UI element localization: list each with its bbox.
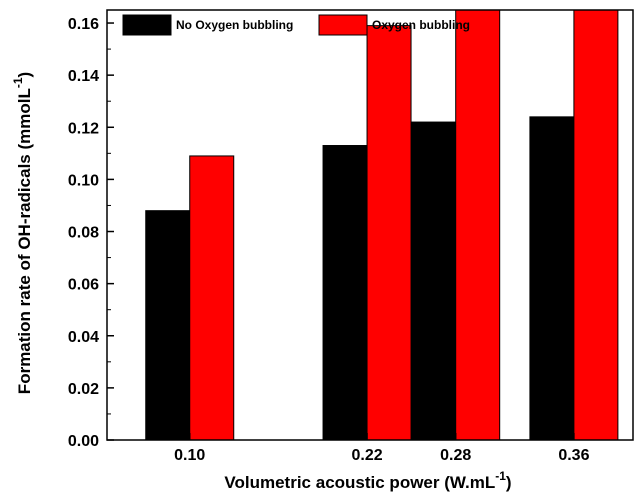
legend: No Oxygen bubbling Oxygen bubbling bbox=[122, 14, 470, 36]
y-tick-label-0.08: 0.08 bbox=[68, 225, 99, 242]
legend-label-no-oxygen: No Oxygen bubbling bbox=[176, 18, 293, 32]
y-tick-label-0.16: 0.16 bbox=[68, 16, 99, 33]
axes-group bbox=[106, 9, 634, 441]
bar-no-oxygen-0.22 bbox=[322, 145, 368, 441]
legend-label-oxygen: Oxygen bubbling bbox=[372, 18, 470, 32]
x-axis-title-end: ) bbox=[506, 473, 512, 492]
y-tick-label-0.00: 0.00 bbox=[68, 433, 99, 450]
x-axis-title-sup: -1 bbox=[495, 469, 506, 483]
y-axis-title-end: ) bbox=[15, 72, 34, 78]
bar-oxygen-0.36 bbox=[573, 9, 619, 441]
x-axis-title-main: Volumetric acoustic power (W.mL bbox=[224, 473, 495, 492]
y-tick-label-0.10: 0.10 bbox=[68, 172, 99, 189]
y-axis-title-sup: -1 bbox=[11, 77, 25, 88]
y-axis-title-main: Formation rate of OH-radicals (mmolL bbox=[15, 88, 34, 394]
x-tick-label-0.28: 0.28 bbox=[440, 447, 471, 464]
bar-oxygen-0.22 bbox=[366, 25, 412, 441]
bar-no-oxygen-0.36 bbox=[529, 116, 575, 441]
bar-no-oxygen-0.28 bbox=[411, 121, 457, 441]
y-tick-label-0.14: 0.14 bbox=[68, 68, 99, 85]
y-tick-label-0.04: 0.04 bbox=[68, 329, 99, 346]
plot-frame bbox=[106, 9, 634, 441]
y-tick-label-0.06: 0.06 bbox=[68, 277, 99, 294]
x-tick-label-0.10: 0.10 bbox=[174, 447, 205, 464]
bar-oxygen-0.10 bbox=[189, 155, 235, 441]
y-tick-label-0.12: 0.12 bbox=[68, 120, 99, 137]
legend-swatch-oxygen bbox=[318, 14, 368, 36]
bars-group bbox=[145, 9, 619, 441]
y-tick-label-0.02: 0.02 bbox=[68, 381, 99, 398]
x-tick-label-0.22: 0.22 bbox=[351, 447, 382, 464]
ticks-group: 0.00 0.02 0.04 0.06 0.08 0.10 0.12 0.14 0.16 0.10… bbox=[68, 16, 590, 464]
legend-swatch-no-oxygen bbox=[122, 14, 172, 36]
x-tick-label-0.36: 0.36 bbox=[558, 447, 589, 464]
bar-oxygen-0.28 bbox=[455, 9, 501, 441]
bar-no-oxygen-0.10 bbox=[145, 210, 191, 441]
y-axis-title: Formation rate of OH-radicals (mmolL-1) bbox=[11, 72, 34, 394]
x-axis-title: Volumetric acoustic power (W.mL-1) bbox=[224, 469, 511, 492]
